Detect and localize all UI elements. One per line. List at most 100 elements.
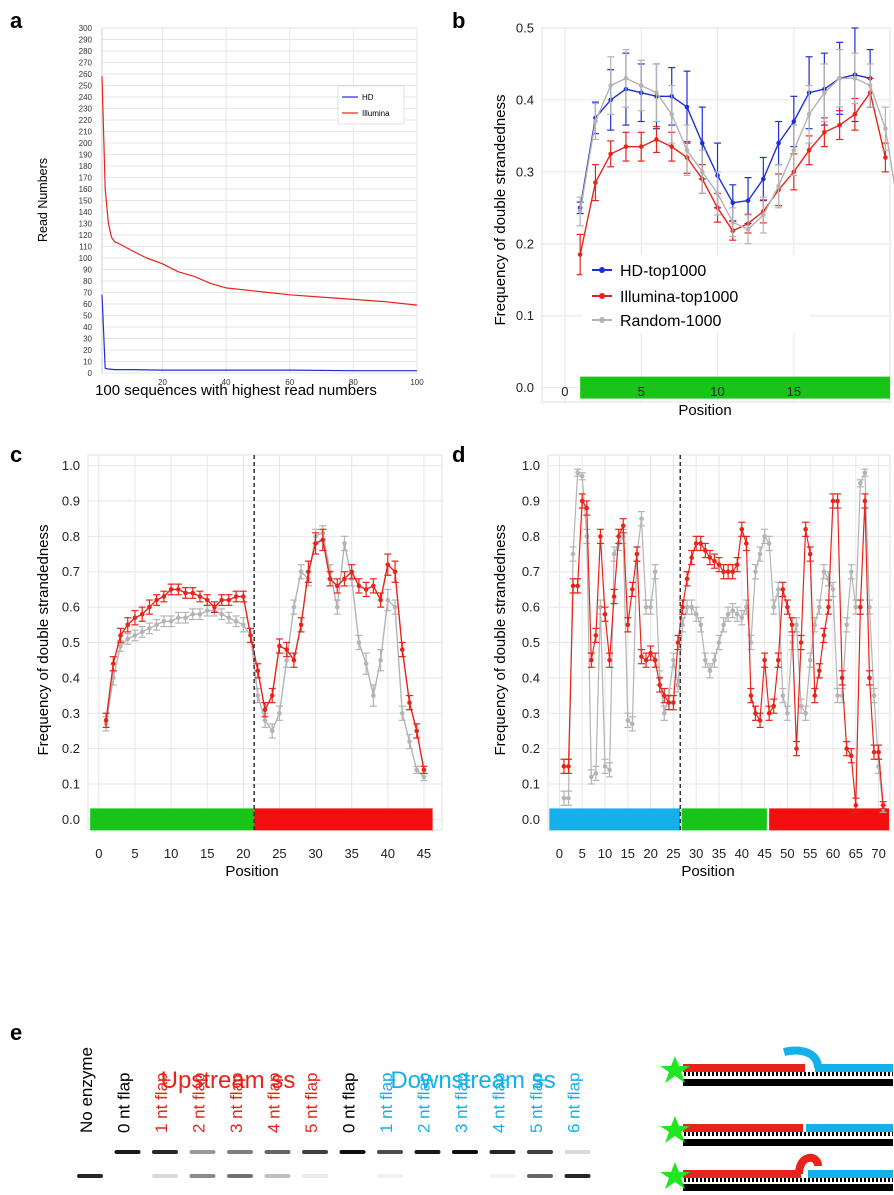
legend: HD Illumina — [337, 85, 405, 125]
data-point — [593, 180, 598, 185]
data-point — [118, 633, 123, 638]
gel-band-cleaved — [264, 1174, 291, 1178]
data-point — [161, 594, 167, 599]
data-point — [806, 112, 812, 117]
y-tick-label: 0.2 — [62, 741, 80, 756]
data-point — [669, 112, 675, 117]
legend-marker-hd-top1000 — [599, 267, 605, 273]
data-point — [291, 604, 297, 610]
chart-panel-d: 0.0 0.1 0.2 0.3 0.4 0.5 0.6 0.7 0.8 0.9 1.0 0 5 10 15 2… — [492, 454, 891, 880]
data-point — [657, 682, 663, 688]
data-point — [620, 523, 626, 529]
data-point — [623, 144, 629, 149]
gel-band-cleaved — [564, 1174, 591, 1178]
ticks: 0.0 0.1 0.2 0.3 0.4 0.5 0.6 0.7 0.8 0.9 1.0 0 5 10 15 2… — [522, 458, 886, 861]
data-point — [684, 147, 690, 153]
y-tick-label: 280 — [79, 47, 93, 56]
y-tick-label: 40 — [83, 323, 92, 332]
y-tick-label: 0.3 — [62, 706, 80, 721]
data-point — [392, 569, 398, 575]
data-point — [363, 587, 369, 592]
data-point — [757, 551, 763, 557]
data-point — [277, 643, 282, 649]
data-point — [699, 169, 705, 175]
y-tick-label: 80 — [83, 277, 92, 286]
data-point — [356, 583, 362, 589]
data-point — [356, 640, 362, 645]
data-point — [852, 112, 858, 117]
schematic-downstream-flap — [660, 1046, 893, 1086]
data-point — [661, 693, 667, 698]
data-point — [715, 191, 720, 196]
y-tick-label: 0.5 — [522, 635, 540, 650]
data-point — [835, 693, 840, 698]
x-tick-label: 20 — [236, 846, 250, 861]
x-tick-label: 25 — [666, 846, 680, 861]
data-point — [118, 643, 123, 649]
ticks: 0 10 20 30 40 50 60 70 80 90 100 110 120 130 140 150 160… — [79, 24, 425, 387]
data-point — [666, 700, 672, 705]
data-point — [219, 611, 224, 617]
x-tick-label: 25 — [272, 846, 286, 861]
x-tick-label: 50 — [780, 846, 794, 861]
y-axis-title: Frequency of double strandedness — [492, 95, 509, 326]
series-1 — [101, 76, 418, 306]
data-point — [871, 693, 877, 698]
x-tick-label: 55 — [803, 846, 817, 861]
gel-band-uncut — [339, 1150, 366, 1154]
legend-label-illumina: Illumina — [362, 109, 390, 118]
data-point — [680, 622, 685, 628]
region-bars — [549, 808, 890, 831]
data-point — [204, 597, 210, 603]
data-point — [378, 657, 383, 663]
data-point — [744, 541, 749, 546]
gel-band-cleaved — [489, 1174, 516, 1178]
data-point — [789, 640, 795, 645]
x-tick-label: 0 — [561, 384, 568, 399]
data-point — [616, 534, 621, 539]
data-point — [262, 718, 268, 723]
gel-band-cleaved — [302, 1174, 328, 1178]
y-tick-label: 30 — [83, 335, 92, 344]
upstream-ss-title: Upstream ss — [161, 1067, 296, 1094]
x-tick-label: 70 — [871, 846, 885, 861]
data-point — [794, 622, 799, 628]
y-tick-label: 200 — [79, 139, 93, 148]
data-point — [342, 541, 347, 546]
data-point — [334, 583, 340, 589]
data-point — [699, 140, 705, 146]
data-point — [757, 718, 763, 723]
series-0 — [101, 294, 417, 372]
data-point — [830, 587, 836, 592]
data-point — [862, 470, 868, 475]
data-point — [639, 516, 644, 521]
downstream-strand — [806, 1124, 893, 1132]
x-tick-label: 80 — [349, 378, 358, 387]
data-point — [607, 657, 612, 663]
gel-band-uncut — [114, 1150, 141, 1154]
data-point — [598, 534, 603, 539]
lane-label: 0 nt flap — [115, 1073, 134, 1134]
series-0 — [560, 468, 887, 813]
gel-band-cleaved — [189, 1174, 216, 1178]
data-point — [675, 640, 681, 645]
legend-label-random-1000: Random-1000 — [620, 313, 722, 330]
legend-label-illumina-top1000: Illumina-top1000 — [620, 289, 738, 306]
gel-band-uncut — [377, 1150, 403, 1154]
x-tick-label: 15 — [787, 384, 801, 399]
data-point — [190, 611, 196, 617]
data-point — [421, 774, 427, 780]
x-tick-label: 45 — [417, 846, 431, 861]
y-tick-label: 0.7 — [522, 564, 540, 579]
data-point — [807, 551, 813, 557]
series-line — [579, 74, 871, 208]
y-tick-label: 0.0 — [62, 812, 80, 827]
data-point — [852, 76, 858, 81]
data-point — [197, 594, 203, 599]
region-bars — [580, 376, 890, 399]
data-point — [716, 562, 722, 567]
data-point — [837, 76, 842, 81]
data-point — [762, 534, 767, 539]
base-pairs — [683, 1178, 893, 1182]
chart-panel-a: 0 10 20 30 40 50 60 70 80 90 100 110 120 130 140 150 160… — [36, 24, 424, 399]
